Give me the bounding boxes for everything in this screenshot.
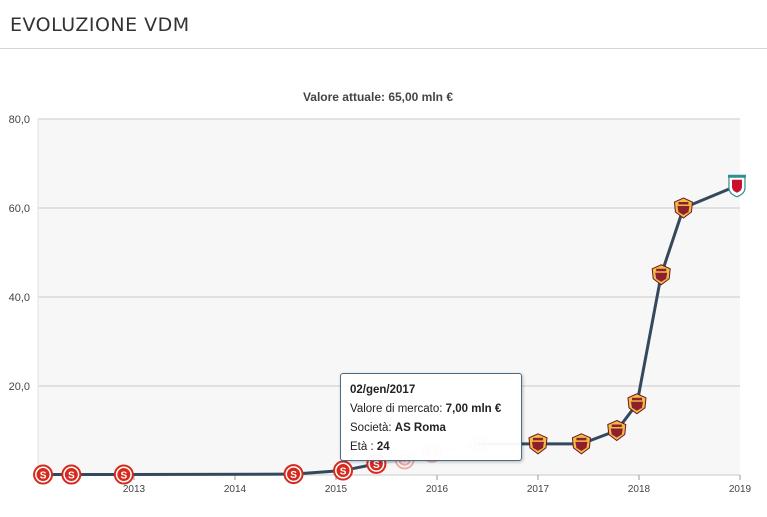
tooltip-club: AS Roma — [395, 422, 446, 434]
inter-badge-icon: S — [285, 465, 303, 483]
svg-text:S: S — [68, 471, 75, 482]
x-tick-label: 2018 — [628, 484, 651, 495]
y-tick-label: 80,0 — [9, 114, 30, 126]
tooltip-club-label: Società: — [350, 422, 392, 434]
x-tick-label: 2017 — [527, 484, 550, 495]
tooltip-age: 24 — [377, 441, 390, 453]
tooltip-value-label: Valore di mercato: — [350, 403, 442, 415]
tooltip-value-row: Valore di mercato: 7,00 mln € — [350, 400, 512, 419]
inter-badge-icon: S — [334, 462, 352, 480]
tooltip-age-label: Età : — [350, 441, 374, 453]
svg-text:S: S — [373, 460, 380, 471]
x-tick-label: 2014 — [224, 484, 247, 495]
svg-text:S: S — [290, 470, 297, 481]
svg-text:S: S — [340, 467, 347, 478]
inter-badge-icon: S — [34, 466, 52, 484]
tooltip-age-row: Età : 24 — [350, 438, 512, 457]
y-tick-label: 60,0 — [9, 203, 30, 215]
inter-badge-icon: S — [62, 466, 80, 484]
x-tick-label: 2015 — [325, 484, 348, 495]
x-tick-label: 2013 — [123, 484, 146, 495]
section-header: EVOLUZIONE VDM — [0, 0, 767, 49]
y-tick-label: 40,0 — [9, 292, 30, 304]
x-tick-label: 2019 — [729, 484, 752, 495]
chart-title: Valore attuale: 65,00 mln € — [303, 90, 453, 104]
inter-badge-icon: S — [115, 466, 133, 484]
tooltip-value: 7,00 mln € — [446, 403, 502, 415]
x-tick-label: 2016 — [426, 484, 449, 495]
tooltip-date: 02/gen/2017 — [350, 381, 512, 400]
liverpool-badge-icon — [728, 175, 746, 197]
svg-text:S: S — [40, 471, 47, 482]
chart-tooltip: 02/gen/2017 Valore di mercato: 7,00 mln … — [340, 373, 522, 461]
svg-text:S: S — [121, 471, 128, 482]
section-title: EVOLUZIONE VDM — [10, 14, 190, 36]
tooltip-club-row: Società: AS Roma — [350, 419, 512, 438]
y-tick-label: 20,0 — [9, 381, 30, 393]
